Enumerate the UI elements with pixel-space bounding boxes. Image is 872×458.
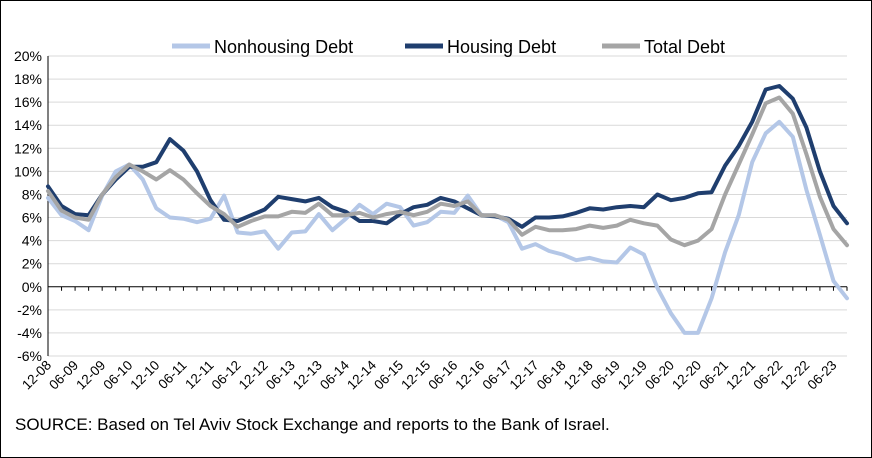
x-tick-label: 06-10 [100, 358, 135, 393]
series-lines [46, 84, 849, 335]
x-tick-label: 06-22 [750, 358, 785, 393]
x-tick-label: 12-09 [73, 358, 108, 393]
x-tick-label: 12-16 [452, 358, 487, 393]
source-note: SOURCE: Based on Tel Aviv Stock Exchange… [15, 415, 610, 434]
x-tick-label: 12-22 [777, 358, 812, 393]
series-line-housing-debt [46, 84, 849, 229]
y-tick-label: 12% [14, 140, 42, 156]
x-axis-ticks: 12-0806-0912-0906-1012-1006-1112-1106-12… [19, 357, 839, 392]
y-tick-label: 16% [14, 94, 42, 110]
legend-label-nonhousing-debt: Nonhousing Debt [214, 37, 353, 57]
x-tick-label: 06-15 [371, 358, 406, 393]
legend: Nonhousing Debt Housing Debt Total Debt [172, 37, 725, 57]
x-tick-label: 06-12 [209, 358, 244, 393]
y-tick-label: -6% [17, 348, 42, 364]
x-tick-label: 12-21 [723, 358, 758, 393]
y-tick-label: 20% [14, 48, 42, 64]
legend-label-total-debt: Total Debt [644, 37, 725, 57]
x-tick-label: 12-18 [561, 358, 596, 393]
y-tick-label: 10% [14, 163, 42, 179]
x-tick-label: 12-10 [127, 358, 162, 393]
x-tick-label: 06-16 [425, 358, 460, 393]
y-tick-label: 6% [22, 210, 42, 226]
x-tick-label: 12-15 [398, 358, 433, 393]
x-tick-label: 12-19 [615, 358, 650, 393]
x-tick-label: 12-12 [236, 358, 271, 393]
x-tick-label: 06-11 [155, 358, 189, 392]
x-tick-label: 06-17 [480, 358, 515, 393]
x-tick-label: 12-13 [290, 358, 325, 393]
x-tick-label: 06-21 [696, 358, 731, 393]
y-axis-ticks: -6% -4% -2% 0% 2% 4% 6% 8% 10% 12% 14% 16% 18% 20% [14, 48, 42, 364]
x-tick-label: 06-20 [642, 358, 677, 393]
y-tick-label: -2% [17, 302, 42, 318]
y-tick-label: 2% [22, 256, 42, 272]
x-tick-label: 12-14 [344, 357, 379, 392]
x-tick-label: 06-09 [46, 358, 81, 393]
y-tick-label: 18% [14, 71, 42, 87]
x-tick-label: 12-20 [669, 358, 704, 393]
y-tick-label: 0% [22, 279, 42, 295]
y-tick-label: -4% [17, 325, 42, 341]
x-tick-label: 06-19 [588, 358, 623, 393]
x-tick-label: 06-23 [805, 358, 840, 393]
series-line-total-debt [46, 95, 849, 248]
y-tick-label: 8% [22, 186, 42, 202]
legend-label-housing-debt: Housing Debt [447, 37, 556, 57]
x-tick-label: 12-17 [507, 358, 542, 393]
x-tick-label: 06-18 [534, 358, 569, 393]
x-tick-label: 12-11 [182, 358, 216, 392]
x-tick-label: 06-14 [317, 357, 352, 392]
y-tick-label: 4% [22, 233, 42, 249]
y-tick-label: 14% [14, 117, 42, 133]
series-line-nonhousing-debt [46, 119, 849, 335]
x-tick-label: 06-13 [263, 358, 298, 393]
